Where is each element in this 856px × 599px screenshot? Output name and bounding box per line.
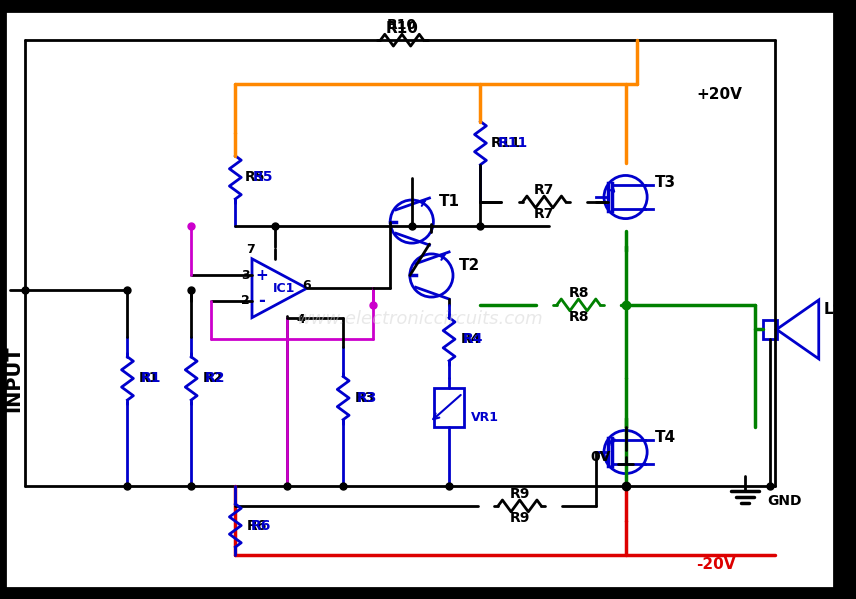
Text: R5: R5 <box>245 171 265 184</box>
Text: 7: 7 <box>246 243 254 256</box>
Text: -20V: -20V <box>696 557 735 572</box>
Text: T4: T4 <box>655 429 676 445</box>
Bar <box>434 388 464 428</box>
Text: +: + <box>255 268 268 283</box>
Text: R5: R5 <box>253 171 273 184</box>
Text: INPUT: INPUT <box>4 345 23 412</box>
Text: 2: 2 <box>241 295 249 307</box>
Text: R1: R1 <box>141 371 162 385</box>
Text: R10: R10 <box>387 19 417 32</box>
Text: 6: 6 <box>302 279 312 292</box>
Text: R6: R6 <box>251 519 271 533</box>
Text: -: - <box>259 292 265 310</box>
Text: R9: R9 <box>509 511 530 525</box>
Text: R7: R7 <box>534 207 555 220</box>
Text: GND: GND <box>767 494 801 508</box>
Text: R4: R4 <box>463 332 484 346</box>
Text: www.electroniccircuits.com: www.electroniccircuits.com <box>296 310 543 328</box>
Text: T3: T3 <box>655 175 676 190</box>
Text: 4: 4 <box>297 313 306 326</box>
Text: LS1: LS1 <box>823 302 855 317</box>
Text: VR1: VR1 <box>471 411 499 424</box>
Text: R1: R1 <box>140 371 160 385</box>
Text: IC1: IC1 <box>273 282 295 295</box>
Text: R7: R7 <box>534 183 555 197</box>
Text: R8: R8 <box>568 310 589 323</box>
Bar <box>763 320 776 339</box>
Text: 0V: 0V <box>591 450 611 464</box>
Text: R6: R6 <box>247 519 267 533</box>
Text: R4: R4 <box>461 332 481 346</box>
Text: R3: R3 <box>355 391 375 405</box>
Text: R11: R11 <box>490 136 520 150</box>
Text: R3: R3 <box>357 391 377 405</box>
Text: R9: R9 <box>509 487 530 501</box>
Text: R2: R2 <box>205 371 225 385</box>
Text: 3: 3 <box>241 269 249 282</box>
Text: R8: R8 <box>568 286 589 300</box>
Text: T1: T1 <box>439 195 461 210</box>
Text: R10: R10 <box>385 21 419 36</box>
Text: +20V: +20V <box>696 87 742 102</box>
FancyBboxPatch shape <box>5 11 835 588</box>
Text: R2: R2 <box>203 371 223 385</box>
Text: T2: T2 <box>459 258 480 273</box>
Text: R11: R11 <box>498 136 528 150</box>
